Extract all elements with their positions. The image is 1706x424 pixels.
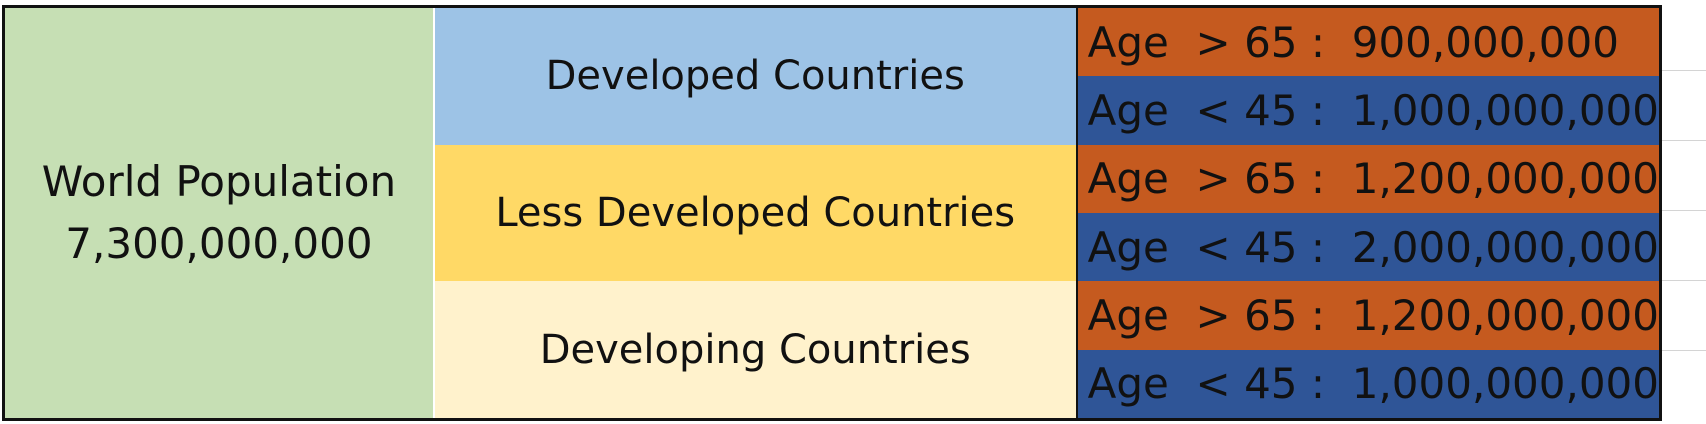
- group-label: Developing Countries: [539, 326, 971, 373]
- age-row-text: Age < 45 : 1,000,000,000: [1087, 85, 1659, 135]
- population-diagram: World Population 7,300,000,000 Developed…: [2, 5, 1662, 421]
- group-developing: Developing Countries: [434, 281, 1076, 419]
- world-population-cell: World Population 7,300,000,000: [5, 8, 435, 418]
- sheet-gridline: [1660, 280, 1706, 281]
- group-label: Developed Countries: [545, 53, 965, 100]
- age-row-under-45: Age < 45 : 2,000,000,000: [1077, 212, 1659, 282]
- age-row-text: Age > 65 : 1,200,000,000: [1087, 154, 1659, 204]
- sheet-gridline: [1660, 70, 1706, 71]
- country-groups: Developed Countries Less Developed Count…: [434, 8, 1076, 419]
- age-row-under-45: Age < 45 : 1,000,000,000: [1077, 349, 1659, 418]
- age-breakdown: Age > 65 : 900,000,000 Age < 45 : 1,000,…: [1075, 8, 1659, 418]
- sheet-gridline: [1660, 140, 1706, 141]
- sheet-gridline: [1660, 210, 1706, 211]
- age-row-over-65: Age > 65 : 900,000,000: [1077, 8, 1659, 77]
- group-less-developed: Less Developed Countries: [434, 144, 1076, 282]
- world-population-label: World Population: [41, 157, 397, 206]
- group-developed: Developed Countries: [434, 8, 1076, 145]
- sheet-gridline: [1660, 350, 1706, 351]
- age-row-text: Age < 45 : 1,000,000,000: [1087, 359, 1659, 409]
- age-row-text: Age > 65 : 900,000,000: [1087, 17, 1619, 67]
- age-row-text: Age < 45 : 2,000,000,000: [1087, 222, 1659, 272]
- age-row-over-65: Age > 65 : 1,200,000,000: [1077, 144, 1659, 213]
- age-row-text: Age > 65 : 1,200,000,000: [1087, 290, 1659, 340]
- group-label: Less Developed Countries: [495, 190, 1016, 236]
- age-row-over-65: Age > 65 : 1,200,000,000: [1077, 281, 1659, 350]
- world-population-value: 7,300,000,000: [65, 219, 373, 268]
- age-row-under-45: Age < 45 : 1,000,000,000: [1077, 76, 1659, 145]
